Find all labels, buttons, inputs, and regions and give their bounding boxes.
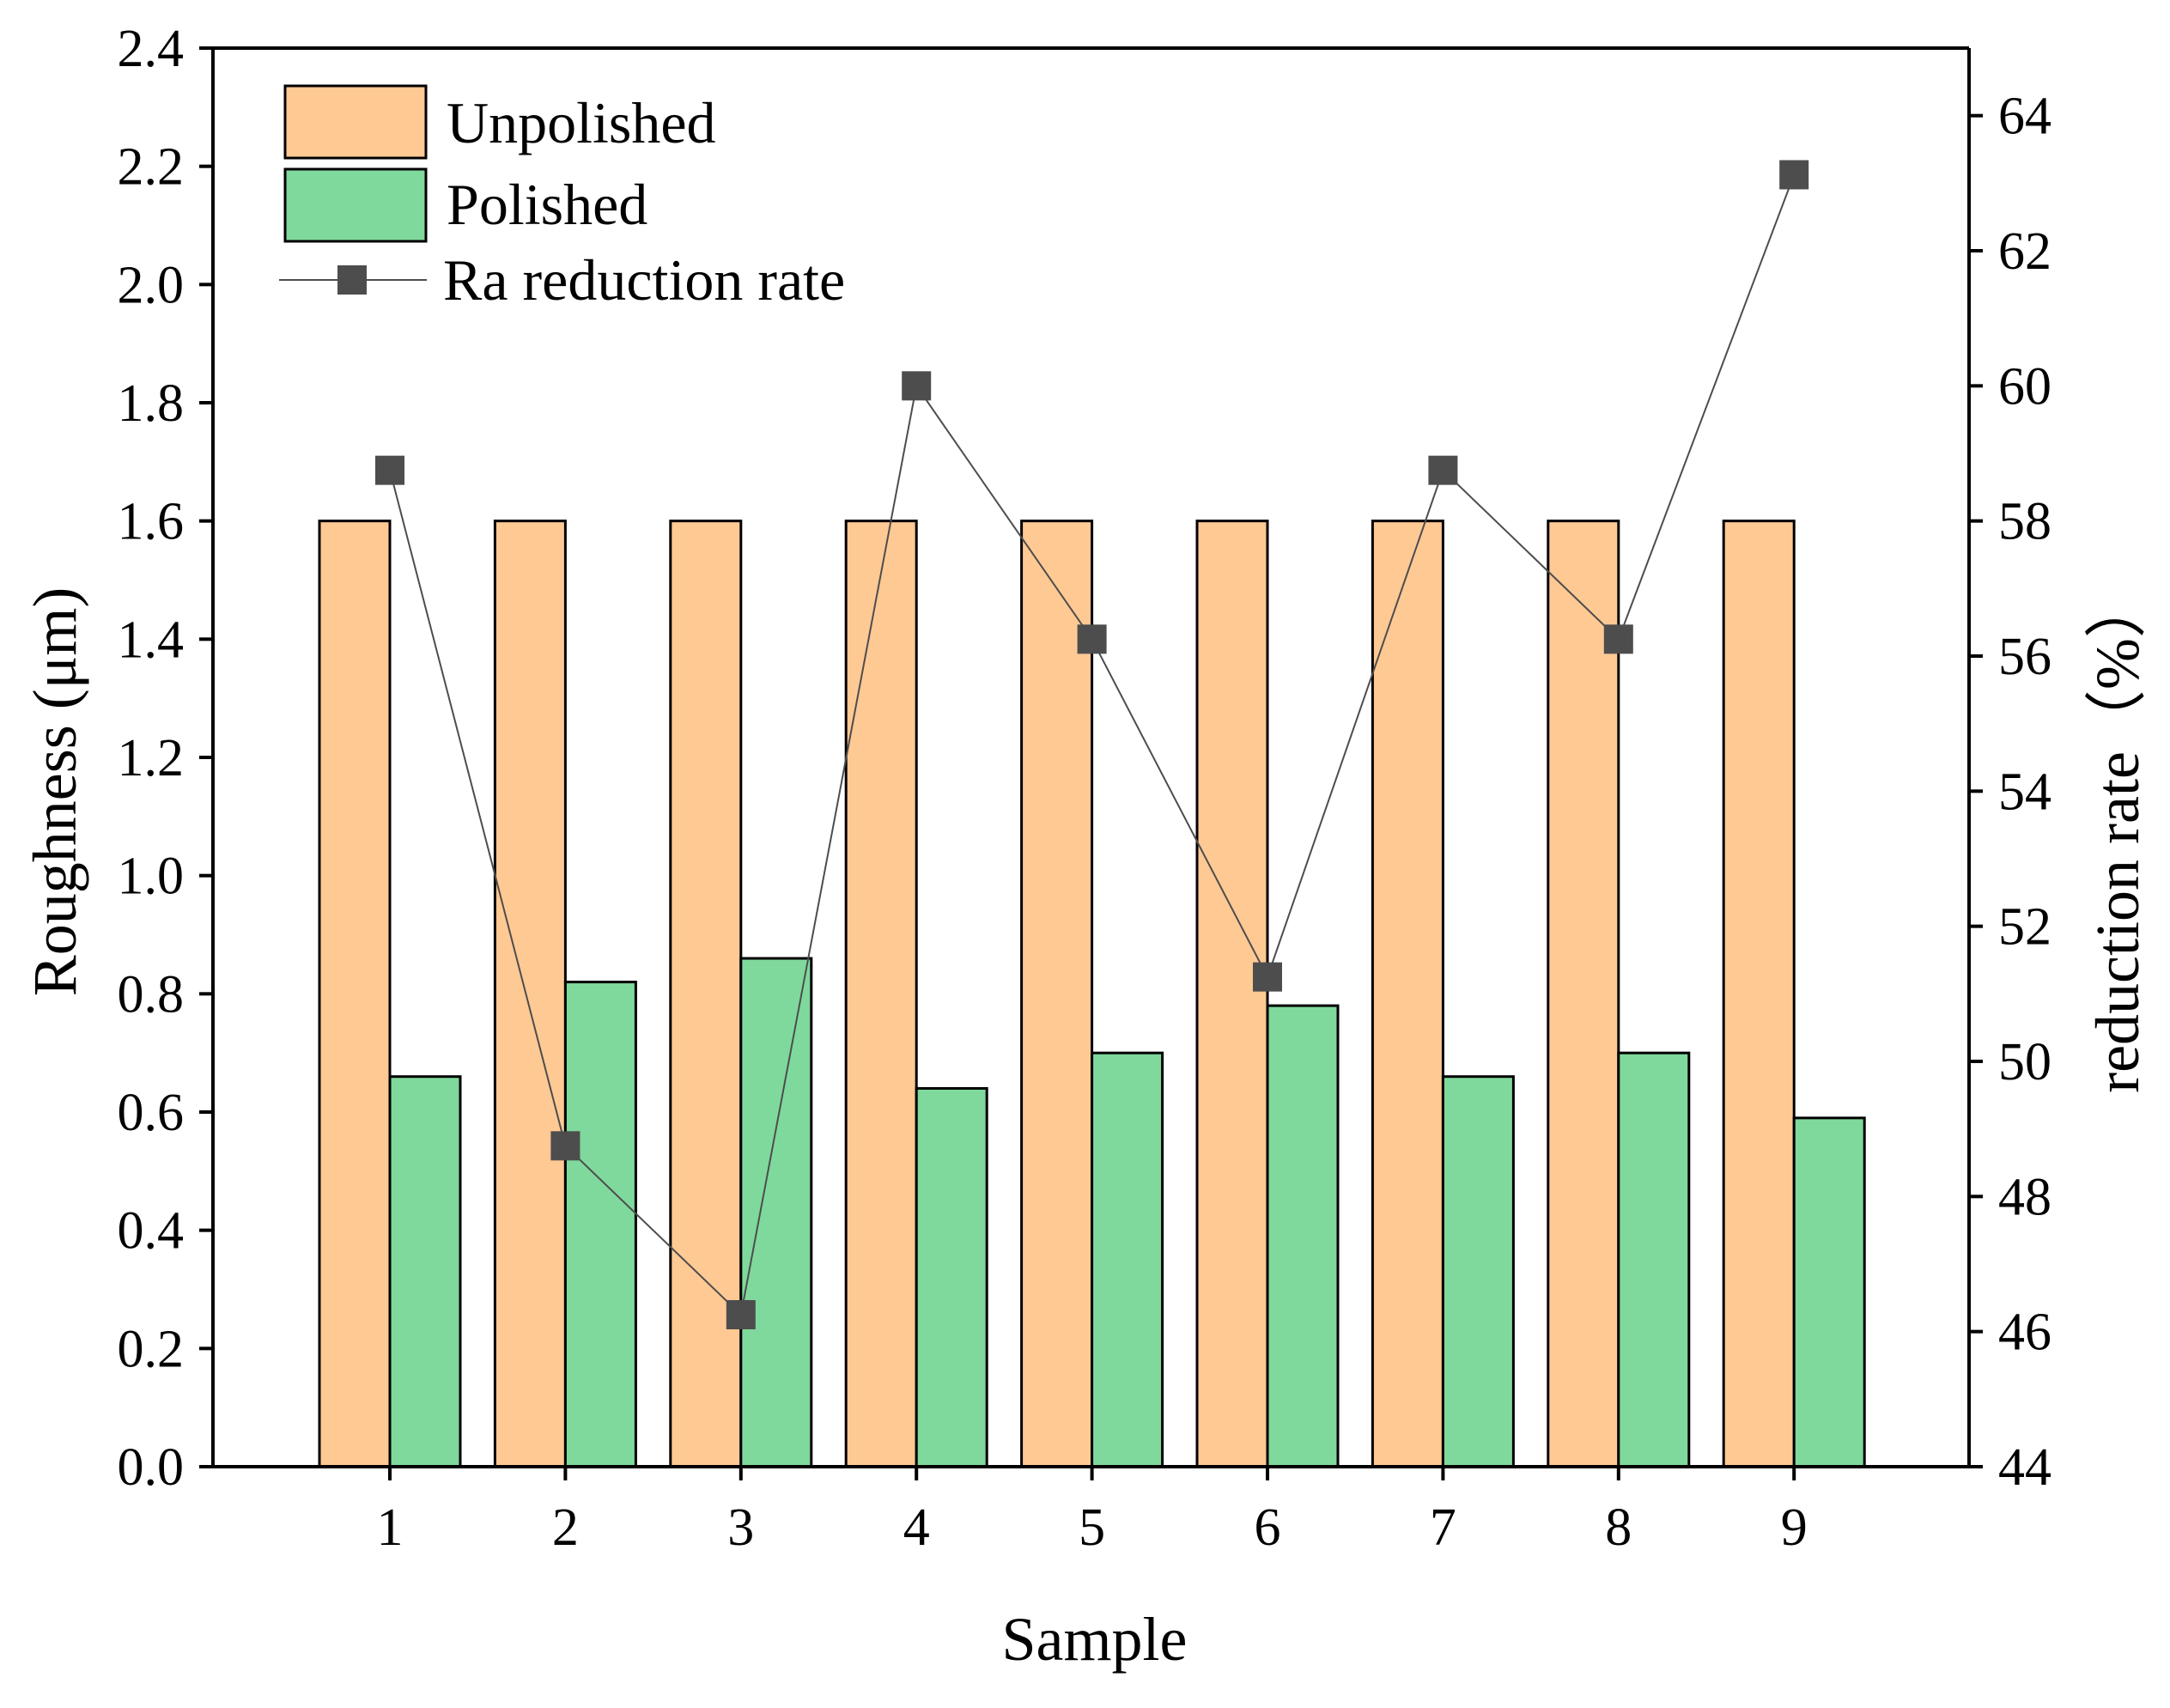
- y2-tick-label-64: 64: [1998, 88, 2051, 146]
- bar-polished-5: [1091, 1051, 1164, 1468]
- reduction-rate-point-3: [726, 1300, 756, 1329]
- y-axis-title: Roughness (μm): [21, 587, 89, 997]
- bar-unpolished-2: [493, 520, 567, 1468]
- y2-tick-label-58: 58: [1998, 493, 2051, 551]
- bar-polished-8: [1617, 1051, 1691, 1468]
- bar-polished-9: [1792, 1116, 1866, 1468]
- reduction-rate-point-7: [1428, 455, 1458, 485]
- line-layer: [375, 160, 1809, 1329]
- y-tick-label-2.0: 2.0: [118, 256, 185, 314]
- y-tick-label-2.2: 2.2: [118, 138, 185, 197]
- y2-tick-label-52: 52: [1998, 898, 2051, 957]
- y-tick-label-0.4: 0.4: [118, 1202, 185, 1261]
- y2-tick-label-48: 48: [1998, 1168, 2051, 1226]
- x-tick-label-5: 5: [1079, 1498, 1105, 1557]
- y2-tick-label-56: 56: [1998, 628, 2051, 686]
- y-tick-label-0.6: 0.6: [118, 1084, 185, 1142]
- y-tick-label-0.2: 0.2: [118, 1320, 185, 1378]
- x-tick-label-7: 7: [1430, 1498, 1456, 1557]
- y-tick-label-1.4: 1.4: [118, 611, 185, 669]
- axes-layer: 0.0 0.2 0.4 0.6 0.8 1.0 1.2 1.4 1.6 1.8 2.0 2.2 2.4 4…: [118, 20, 2052, 1557]
- y-tick-label-1.8: 1.8: [118, 374, 185, 433]
- bar-polished-4: [915, 1086, 988, 1468]
- reduction-rate-point-2: [550, 1131, 580, 1161]
- y-tick-label-1.6: 1.6: [118, 493, 185, 551]
- y2-tick-label-60: 60: [1998, 357, 2051, 416]
- bar-unpolished-4: [844, 520, 918, 1468]
- bar-polished-1: [388, 1075, 462, 1468]
- bar-unpolished-5: [1020, 520, 1094, 1468]
- legend-marker-reduction-rate: [337, 265, 367, 295]
- legend-label-polished: Polished: [447, 172, 647, 237]
- y2-tick-label-44: 44: [1998, 1438, 2051, 1497]
- bar-unpolished-6: [1195, 520, 1269, 1468]
- y-tick-label-1.2: 1.2: [118, 729, 185, 787]
- bar-unpolished-1: [318, 520, 392, 1468]
- reduction-rate-point-4: [902, 371, 932, 401]
- legend-label-reduction-rate: Ra reduction rate: [443, 247, 845, 313]
- bars-layer: [318, 520, 1866, 1468]
- x-tick-label-4: 4: [903, 1498, 930, 1557]
- bar-unpolished-9: [1722, 520, 1796, 1468]
- x-tick-label-2: 2: [552, 1498, 579, 1557]
- x-tick-label-6: 6: [1255, 1498, 1281, 1557]
- bar-polished-2: [563, 981, 637, 1468]
- reduction-rate-point-8: [1603, 624, 1633, 654]
- y2-tick-label-50: 50: [1998, 1033, 2051, 1091]
- x-tick-label-8: 8: [1605, 1498, 1632, 1557]
- y-tick-label-0.8: 0.8: [118, 965, 185, 1024]
- y2-tick-label-46: 46: [1998, 1304, 2051, 1362]
- y2-tick-label-54: 54: [1998, 763, 2051, 821]
- reduction-rate-point-1: [375, 455, 404, 485]
- x-axis-title: Sample: [1002, 1605, 1188, 1674]
- reduction-rate-point-9: [1779, 160, 1809, 190]
- legend-swatch-unpolished: [283, 84, 428, 160]
- legend-label-unpolished: Unpolished: [447, 90, 716, 155]
- reduction-rate-point-6: [1253, 962, 1282, 992]
- y-tick-label-0.0: 0.0: [118, 1438, 185, 1497]
- y-tick-label-1.0: 1.0: [118, 848, 185, 906]
- x-tick-label-3: 3: [727, 1498, 754, 1557]
- legend: Unpolished Polished Ra reduction rate: [279, 84, 845, 313]
- x-tick-label-9: 9: [1781, 1498, 1808, 1557]
- bar-polished-6: [1266, 1004, 1340, 1468]
- reduction-rate-point-5: [1077, 624, 1107, 654]
- x-tick-label-1: 1: [377, 1498, 404, 1557]
- bar-polished-7: [1441, 1075, 1515, 1468]
- legend-swatch-polished: [283, 167, 428, 243]
- y2-tick-label-62: 62: [1998, 222, 2051, 281]
- bar-unpolished-8: [1547, 520, 1620, 1468]
- y2-axis-title: reduction rate（%）: [2083, 576, 2152, 1093]
- bar-polished-3: [739, 957, 813, 1468]
- y-tick-label-2.4: 2.4: [118, 20, 185, 78]
- bar-unpolished-7: [1371, 520, 1444, 1468]
